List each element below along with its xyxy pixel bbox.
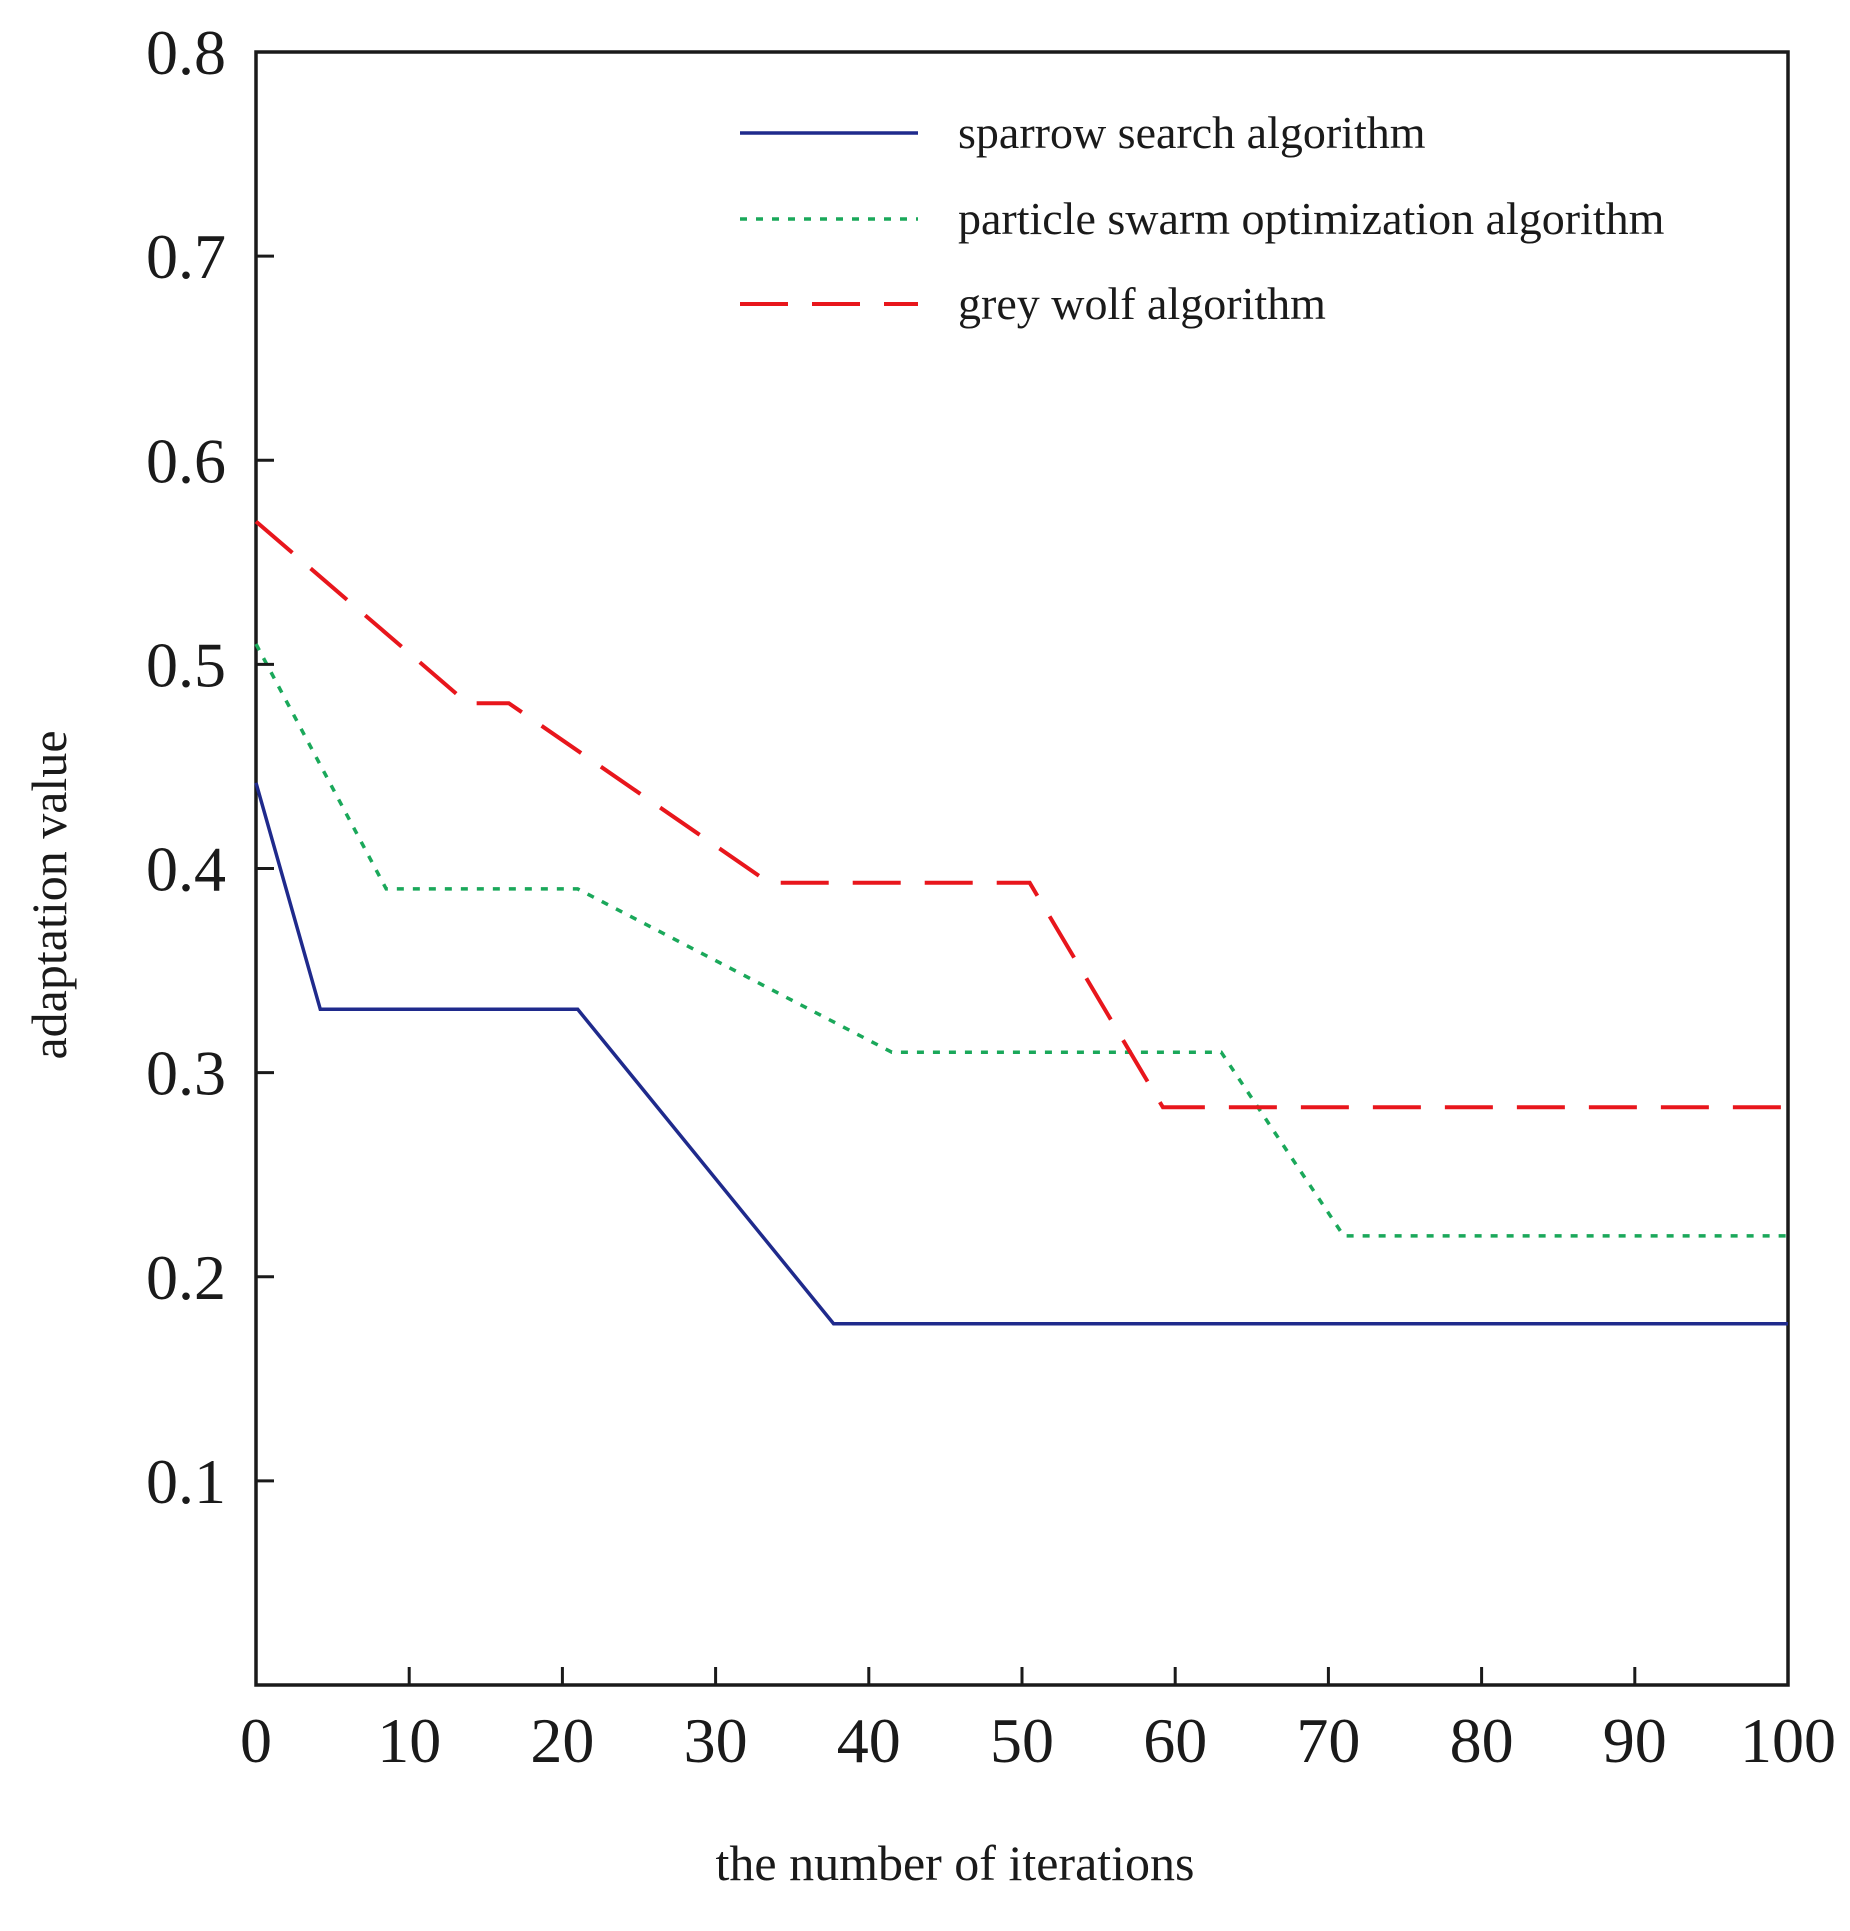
- legend-label: particle swarm optimization algorithm: [958, 193, 1665, 244]
- y-tick-label: 0.2: [146, 1242, 226, 1313]
- y-tick-label: 0.8: [146, 17, 226, 88]
- x-tick-label: 30: [684, 1705, 748, 1776]
- x-tick-label: 0: [240, 1705, 272, 1776]
- y-tick-label: 0.4: [146, 834, 226, 905]
- y-tick-label: 0.6: [146, 425, 226, 496]
- legend-label: grey wolf algorithm: [958, 278, 1326, 329]
- legend-label: sparrow search algorithm: [958, 107, 1426, 158]
- x-axis-title: the number of iterations: [715, 1835, 1194, 1891]
- x-tick-label: 70: [1296, 1705, 1360, 1776]
- series-line-grey-wolf-algorithm: [254, 519, 1788, 1110]
- y-tick-label: 0.7: [146, 221, 226, 292]
- x-tick-label: 10: [377, 1705, 441, 1776]
- y-tick-label: 0.5: [146, 629, 226, 700]
- x-tick-label: 100: [1740, 1705, 1836, 1776]
- x-tick-label: 80: [1450, 1705, 1514, 1776]
- series-line-sparrow-search-algorithm: [254, 782, 1788, 1326]
- x-tick-label: 50: [990, 1705, 1054, 1776]
- x-tick-label: 90: [1603, 1705, 1667, 1776]
- y-tick-label: 0.1: [146, 1446, 226, 1517]
- x-tick-label: 20: [530, 1705, 594, 1776]
- x-tick-label: 40: [837, 1705, 901, 1776]
- y-tick-label: 0.3: [146, 1038, 226, 1109]
- x-tick-label: 60: [1143, 1705, 1207, 1776]
- series-line-particle-swarm-optimization-algorithm: [254, 643, 1788, 1238]
- y-axis-title: adaptation value: [21, 730, 77, 1059]
